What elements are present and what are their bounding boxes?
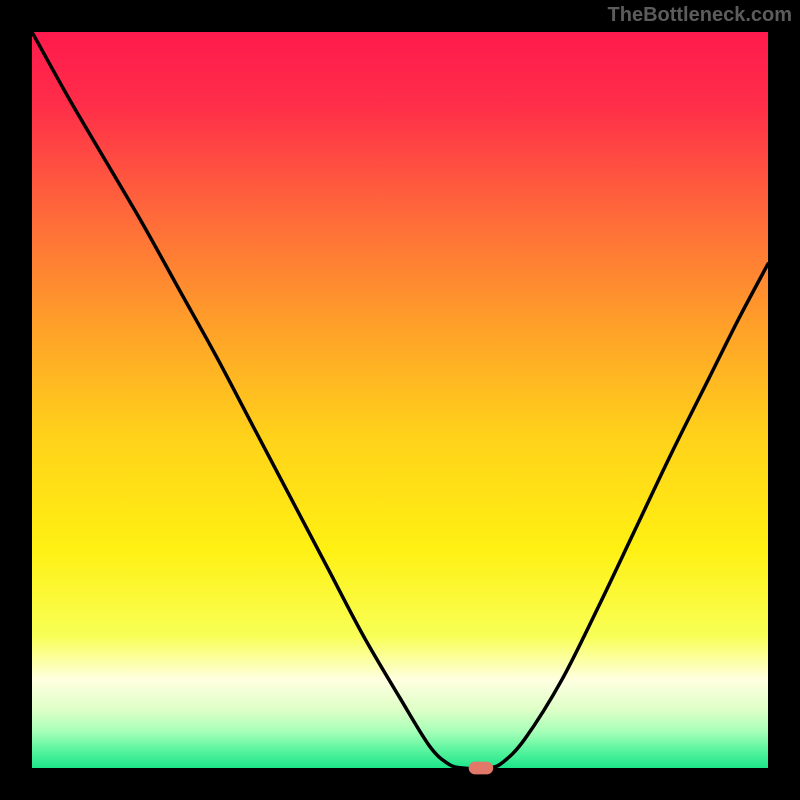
chart-background-gradient: [32, 32, 768, 768]
bottleneck-chart: [0, 0, 800, 800]
chart-container: TheBottleneck.com: [0, 0, 800, 800]
optimal-point-marker: [469, 762, 493, 774]
